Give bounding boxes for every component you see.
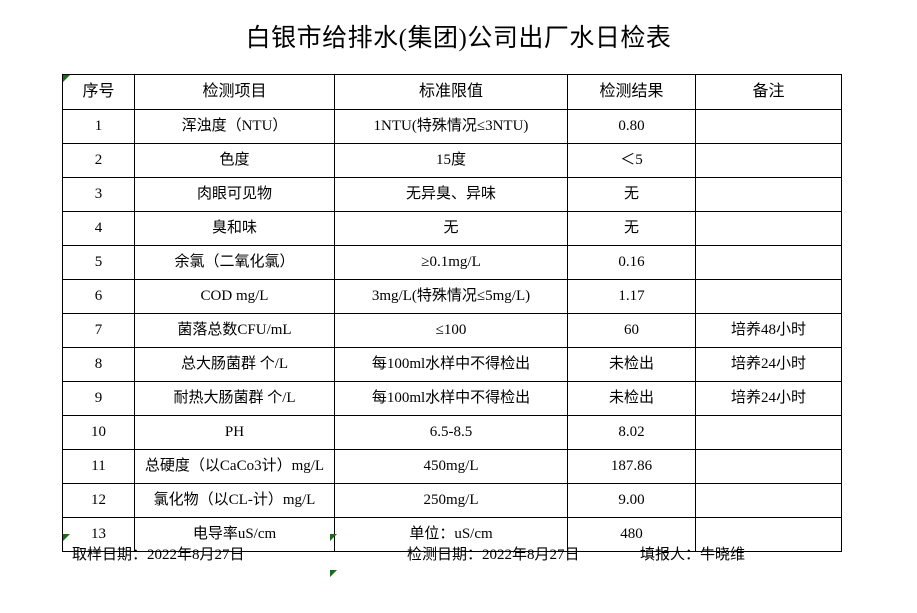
reporter-label: 填报人：牛晓维 (640, 547, 746, 563)
cell-result: 9.00 (567, 483, 696, 518)
cell-note: 培养24小时 (695, 381, 842, 416)
cell-no: 10 (62, 415, 135, 450)
cell-standard: 无 (334, 211, 568, 246)
column-header-result: 检测结果 (567, 74, 696, 110)
cell-item: 菌落总数CFU/mL (134, 313, 335, 348)
cell-standard: 1NTU(特殊情况≤3NTU) (334, 109, 568, 144)
cell-standard: 15度 (334, 143, 568, 178)
column-header-note: 备注 (695, 74, 842, 110)
cell-no: 1 (62, 109, 135, 144)
column-header-no: 序号 (62, 74, 135, 110)
cell-no: 9 (62, 381, 135, 416)
report-footer: 取样日期：2022年8月27日 检测日期：2022年8月27日 填报人：牛晓维 (0, 543, 917, 567)
cell-item: PH (134, 415, 335, 450)
water-quality-table: 序号 检测项目 标准限值 检测结果 备注 1 浑浊度（NTU） 1NTU(特殊情况≤… (62, 74, 842, 552)
table-row: 7 菌落总数CFU/mL ≤100 60 培养48小时 (62, 313, 842, 348)
table-row: 10 PH 6.5-8.5 8.02 (62, 415, 842, 450)
cell-note: 培养24小时 (695, 347, 842, 382)
table-row: 9 耐热大肠菌群 个/L 每100ml水样中不得检出 未检出 培养24小时 (62, 381, 842, 416)
cell-standard: 每100ml水样中不得检出 (334, 381, 568, 416)
table-row: 13 电导率uS/cm 单位：uS/cm 480 (62, 517, 842, 552)
cell-note (695, 211, 842, 246)
cell-note (695, 143, 842, 178)
cell-note (695, 449, 842, 484)
column-header-item: 检测项目 (134, 74, 335, 110)
cell-standard: 每100ml水样中不得检出 (334, 347, 568, 382)
page-title: 白银市给排水(集团)公司出厂水日检表 (245, 25, 672, 52)
cell-no: 13 (62, 517, 135, 552)
cell-item: 浑浊度（NTU） (134, 109, 335, 144)
table-row: 12 氯化物（以CL-计）mg/L 250mg/L 9.00 (62, 483, 842, 518)
cell-result: 无 (567, 211, 696, 246)
cell-note (695, 483, 842, 518)
cell-note (695, 109, 842, 144)
cell-no: 5 (62, 245, 135, 280)
comment-flag-icon (63, 75, 70, 82)
test-date-label: 检测日期：2022年8月27日 (407, 547, 580, 563)
cell-standard: 450mg/L (334, 449, 568, 484)
table-header: 序号 检测项目 标准限值 检测结果 备注 (62, 74, 842, 110)
comment-flag-icon (330, 534, 337, 541)
table-row: 1 浑浊度（NTU） 1NTU(特殊情况≤3NTU) 0.80 (62, 109, 842, 144)
table-row: 11 总硬度（以CaCo3计）mg/L 450mg/L 187.86 (62, 449, 842, 484)
cell-standard: 3mg/L(特殊情况≤5mg/L) (334, 279, 568, 314)
cell-item: 耐热大肠菌群 个/L (134, 381, 335, 416)
table-header-row: 序号 检测项目 标准限值 检测结果 备注 (62, 74, 842, 110)
cell-note (695, 177, 842, 212)
comment-flag-icon (330, 570, 337, 577)
table-row: 6 COD mg/L 3mg/L(特殊情况≤5mg/L) 1.17 (62, 279, 842, 314)
cell-no: 3 (62, 177, 135, 212)
cell-note (695, 415, 842, 450)
table-row: 2 色度 15度 ＜5 (62, 143, 842, 178)
cell-result: 无 (567, 177, 696, 212)
cell-standard: ≥0.1mg/L (334, 245, 568, 280)
table-row: 5 余氯（二氧化氯） ≥0.1mg/L 0.16 (62, 245, 842, 280)
cell-result: 60 (567, 313, 696, 348)
cell-item: 总硬度（以CaCo3计）mg/L (134, 449, 335, 484)
column-header-standard: 标准限值 (334, 74, 568, 110)
cell-item: 总大肠菌群 个/L (134, 347, 335, 382)
cell-no: 7 (62, 313, 135, 348)
cell-item: 臭和味 (134, 211, 335, 246)
cell-standard: ≤100 (334, 313, 568, 348)
table-row: 8 总大肠菌群 个/L 每100ml水样中不得检出 未检出 培养24小时 (62, 347, 842, 382)
cell-standard: 250mg/L (334, 483, 568, 518)
cell-no: 12 (62, 483, 135, 518)
cell-note (695, 279, 842, 314)
cell-result: 未检出 (567, 381, 696, 416)
cell-no: 2 (62, 143, 135, 178)
cell-item: 氯化物（以CL-计）mg/L (134, 483, 335, 518)
cell-no: 6 (62, 279, 135, 314)
cell-item: 肉眼可见物 (134, 177, 335, 212)
cell-result: 未检出 (567, 347, 696, 382)
cell-no: 11 (62, 449, 135, 484)
cell-standard: 无异臭、异味 (334, 177, 568, 212)
cell-result: 8.02 (567, 415, 696, 450)
cell-standard: 6.5-8.5 (334, 415, 568, 450)
cell-result: 0.16 (567, 245, 696, 280)
cell-note (695, 245, 842, 280)
cell-item: 余氯（二氧化氯） (134, 245, 335, 280)
cell-no: 8 (62, 347, 135, 382)
cell-note (695, 517, 842, 552)
sample-date-label: 取样日期：2022年8月27日 (72, 547, 245, 563)
cell-result: 0.80 (567, 109, 696, 144)
cell-no: 4 (62, 211, 135, 246)
table-row: 3 肉眼可见物 无异臭、异味无 (62, 177, 842, 212)
table-row: 4 臭和味无无 (62, 211, 842, 246)
cell-result: 1.17 (567, 279, 696, 314)
cell-item: 色度 (134, 143, 335, 178)
cell-result: ＜5 (567, 143, 696, 178)
comment-flag-icon (63, 534, 70, 541)
cell-item: COD mg/L (134, 279, 335, 314)
cell-note: 培养48小时 (695, 313, 842, 348)
cell-item: 电导率uS/cm (134, 517, 335, 552)
table-body: 1 浑浊度（NTU） 1NTU(特殊情况≤3NTU) 0.80 2 色度 15度 ＜5 3 肉眼可… (62, 109, 842, 552)
cell-result: 187.86 (567, 449, 696, 484)
cell-result: 480 (567, 517, 696, 552)
